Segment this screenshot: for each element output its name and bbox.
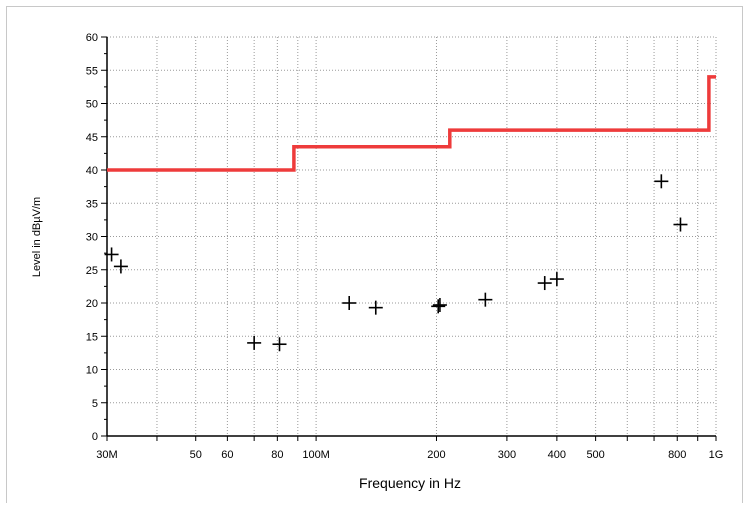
data-point (537, 276, 552, 291)
data-point (432, 297, 447, 312)
data-point (342, 296, 357, 310)
y-tick-label: 55 (86, 65, 98, 77)
x-tick-label: 500 (586, 449, 604, 461)
data-point (104, 247, 119, 262)
data-point (272, 337, 287, 352)
y-tick-label: 60 (86, 32, 98, 44)
x-tick-label: 800 (668, 449, 686, 461)
y-axis-title: Level in dBµV/m (31, 197, 43, 277)
y-tick-label: 40 (86, 165, 98, 177)
y-tick-label: 50 (86, 99, 98, 111)
grid (107, 36, 717, 437)
data-point (673, 217, 688, 232)
y-tick-label: 15 (86, 331, 98, 343)
y-tick-label: 0 (92, 431, 98, 443)
data-point (654, 174, 669, 189)
x-axis-title: Frequency in Hz (359, 475, 461, 491)
x-tick-label: 50 (190, 449, 202, 461)
y-tick-label: 30 (86, 232, 98, 244)
data-point (431, 299, 446, 314)
y-tick-label: 10 (86, 365, 98, 377)
x-tick-label: 400 (548, 449, 566, 461)
data-point (113, 259, 128, 274)
chart-frame (6, 6, 743, 503)
x-tick-label: 1G (709, 449, 724, 461)
limit-line-group (107, 75, 716, 172)
y-tick-label: 35 (86, 198, 98, 210)
limit-line (107, 75, 716, 172)
data-point (368, 300, 383, 315)
axes: 0 5 10 15 20 25 30 35 40 45 50 55 60 30M 50 60 80 100M 200… (86, 32, 724, 461)
data-points-group (104, 174, 688, 352)
data-point (478, 292, 493, 307)
data-point (247, 335, 262, 350)
y-tick-label: 45 (86, 132, 98, 144)
data-point (549, 272, 564, 287)
x-tick-label: 80 (271, 449, 283, 461)
x-tick-label: 100M (302, 449, 330, 461)
y-tick-label: 25 (86, 265, 98, 277)
x-tick-label: 300 (498, 449, 516, 461)
x-tick-label: 60 (221, 449, 233, 461)
x-tick-label: 200 (427, 449, 445, 461)
y-tick-label: 20 (86, 298, 98, 310)
y-tick-label: 5 (92, 398, 98, 410)
x-tick-label: 30M (96, 449, 117, 461)
